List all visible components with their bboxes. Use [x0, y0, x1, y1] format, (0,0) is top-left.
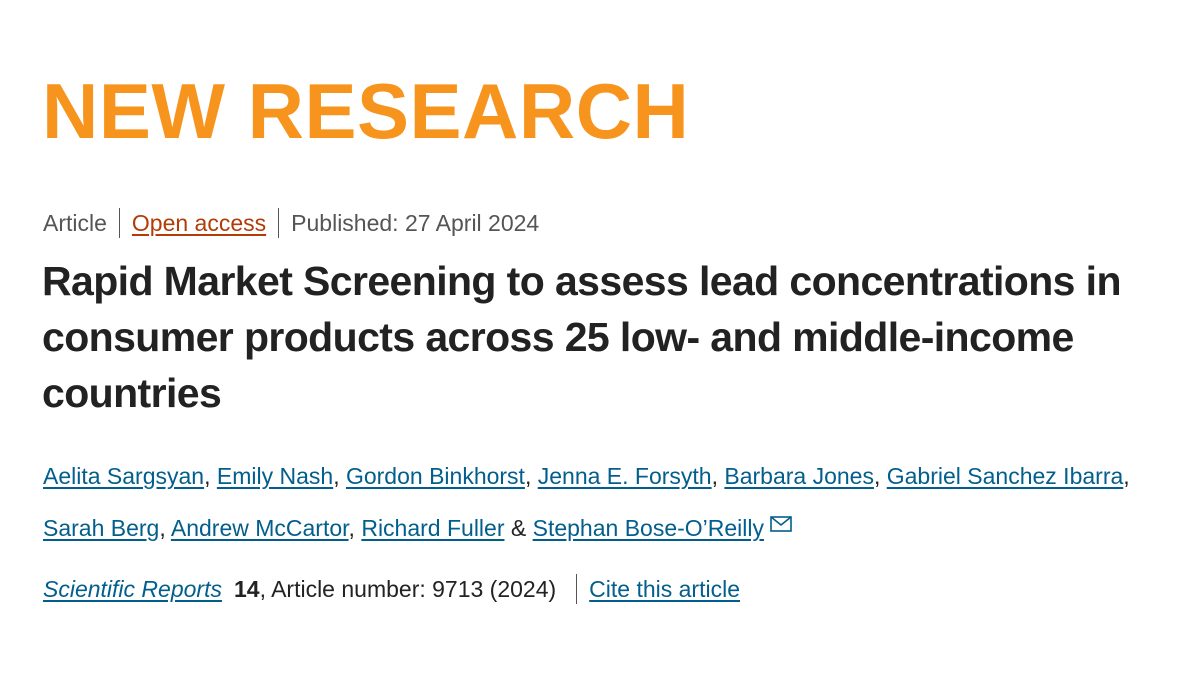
banner-title: NEW RESEARCH	[42, 67, 690, 155]
article-title: Rapid Market Screening to assess lead co…	[42, 258, 1122, 416]
meta-divider	[118, 208, 120, 238]
author-link[interactable]: Stephan Bose-O’Reilly	[532, 515, 765, 541]
meta-divider	[278, 208, 280, 238]
author-link[interactable]: Barbara Jones	[724, 463, 874, 489]
author-link[interactable]: Richard Fuller	[361, 515, 505, 541]
author-separator: ,	[1123, 463, 1130, 489]
mail-icon[interactable]	[770, 500, 792, 548]
author-separator: ,	[524, 463, 538, 489]
author-link[interactable]: Jenna E. Forsyth	[537, 463, 712, 489]
author-separator: ,	[204, 463, 217, 489]
journal-link[interactable]: Scientific Reports	[43, 575, 222, 602]
article-meta: Article Open access Published: 27 April …	[43, 208, 539, 238]
author-separator: ,	[348, 515, 362, 541]
author-link[interactable]: Sarah Berg	[43, 515, 160, 541]
cite-this-article-link[interactable]: Cite this article	[589, 575, 740, 602]
article-number: , Article number: 9713 (2024)	[259, 575, 557, 602]
author-separator: ,	[333, 463, 346, 489]
author-link[interactable]: Gabriel Sanchez Ibarra	[886, 463, 1124, 489]
author-separator: &	[504, 515, 533, 541]
published-date: Published: 27 April 2024	[291, 209, 540, 236]
author-link[interactable]: Aelita Sargsyan	[43, 463, 205, 489]
author-separator: ,	[873, 463, 887, 489]
author-link[interactable]: Gordon Binkhorst	[345, 463, 525, 489]
author-list: Aelita Sargsyan, Emily Nash, Gordon Bink…	[43, 452, 1173, 552]
author-separator: ,	[159, 515, 171, 541]
article-type: Article	[43, 209, 107, 236]
citation-divider	[576, 574, 578, 604]
citation-line: Scientific Reports 14 , Article number: …	[43, 574, 740, 604]
volume-number: 14	[233, 575, 260, 602]
author-separator: ,	[711, 463, 725, 489]
author-link[interactable]: Emily Nash	[216, 463, 334, 489]
author-link[interactable]: Andrew McCartor	[170, 515, 349, 541]
open-access-link[interactable]: Open access	[131, 209, 267, 236]
